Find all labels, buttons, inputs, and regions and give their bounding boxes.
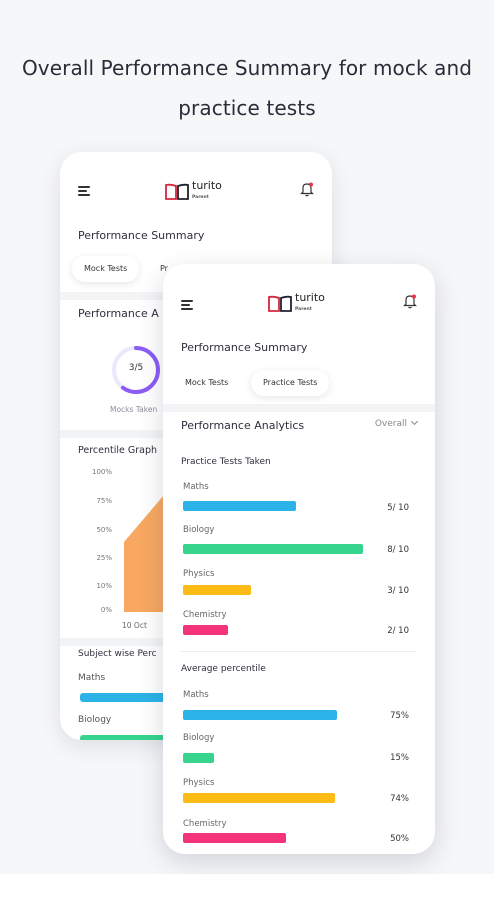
maths-bar [80, 693, 190, 702]
tab-mock-tests[interactable]: Mock Tests [72, 256, 140, 282]
taken-bar-maths [183, 501, 296, 511]
tab-practice-tests[interactable]: Pr [160, 264, 168, 273]
front-phone-screen: turito Parent Performance Summary Mock T… [163, 264, 435, 854]
book-logo-icon [165, 183, 189, 200]
logo-subtitle: Parent [192, 195, 209, 200]
dropdown-value: Overall [374, 419, 407, 429]
hamburger-menu-icon[interactable] [78, 186, 90, 196]
headline-line-2: practice tests [178, 96, 316, 120]
ring-caption: Mocks Taken [110, 405, 158, 414]
taken-value-physics: 3/ 10 [387, 586, 409, 596]
avg-bar-biology [183, 753, 214, 763]
headline-line-1: Overall Performance Summary for mock and [21, 56, 473, 80]
tab-practice-tests[interactable]: Practice Tests [251, 370, 330, 396]
chevron-down-icon [410, 417, 419, 426]
section-divider [163, 404, 435, 412]
y-tick-label: 75% [96, 497, 112, 505]
average-percentile-title: Average percentile [181, 664, 266, 674]
taken-value-biology: 8/ 10 [387, 545, 409, 555]
avg-value-physics: 74% [390, 794, 409, 804]
taken-bar-biology [183, 544, 363, 554]
percentile-area-chart [124, 488, 170, 612]
taken-label-maths: Maths [183, 482, 209, 492]
app-header: turito Parent [163, 264, 435, 324]
logo-name: turito [192, 179, 222, 192]
notification-bell-icon[interactable] [403, 293, 417, 309]
avg-value-chemistry: 50% [390, 834, 409, 844]
avg-bar-physics [183, 793, 335, 803]
logo-name: turito [295, 291, 325, 304]
avg-value-biology: 15% [390, 753, 409, 763]
performance-analytics-title: Performance Analytics [181, 419, 305, 432]
taken-bar-chemistry [183, 625, 228, 635]
avg-label-biology: Biology [183, 733, 215, 743]
y-tick-label: 25% [96, 554, 112, 562]
avg-label-chemistry: Chemistry [183, 819, 227, 829]
avg-bar-chemistry [183, 833, 286, 843]
x-axis-label: 10 Oct [122, 621, 147, 630]
ring-value: 3/5 [128, 363, 144, 373]
y-tick-label: 100% [91, 468, 112, 476]
taken-label-biology: Biology [183, 525, 215, 535]
taken-value-chemistry: 2/ 10 [387, 626, 409, 636]
practice-tests-taken-title: Practice Tests Taken [181, 457, 271, 467]
turito-logo: turito Parent [165, 180, 222, 204]
avg-bar-maths [183, 710, 337, 720]
hamburger-menu-icon[interactable] [181, 300, 193, 310]
subject-label-biology: Biology [78, 715, 112, 725]
taken-value-maths: 5/ 10 [387, 503, 409, 513]
taken-label-physics: Physics [183, 569, 215, 579]
y-tick-label: 0% [100, 606, 112, 614]
book-logo-icon [268, 295, 292, 312]
tab-mock-tests[interactable]: Mock Tests [185, 378, 229, 387]
bottom-strip [0, 874, 494, 900]
headline: Overall Performance Summary for mock and… [0, 48, 494, 128]
avg-value-maths: 75% [390, 711, 409, 721]
avg-label-maths: Maths [183, 690, 209, 700]
y-tick-label: 50% [96, 526, 112, 534]
performance-summary-title: Performance Summary [181, 341, 308, 354]
app-header: turito Parent [60, 152, 332, 212]
percentile-graph-title: Percentile Graph [78, 445, 158, 456]
mocks-taken-ring [112, 346, 160, 394]
subject-label-maths: Maths [78, 673, 106, 683]
notification-bell-icon[interactable] [300, 181, 314, 197]
overall-dropdown[interactable]: Overall [374, 417, 419, 429]
performance-analytics-title: Performance A [78, 307, 159, 320]
y-tick-label: 10% [96, 582, 112, 590]
subject-wise-title: Subject wise Perc [78, 649, 157, 659]
taken-bar-physics [183, 585, 251, 595]
biology-bar [80, 735, 190, 740]
section-divider [181, 651, 417, 652]
turito-logo: turito Parent [268, 292, 325, 316]
taken-label-chemistry: Chemistry [183, 610, 227, 620]
performance-summary-title: Performance Summary [78, 229, 205, 242]
avg-label-physics: Physics [183, 778, 215, 788]
logo-subtitle: Parent [295, 307, 312, 312]
